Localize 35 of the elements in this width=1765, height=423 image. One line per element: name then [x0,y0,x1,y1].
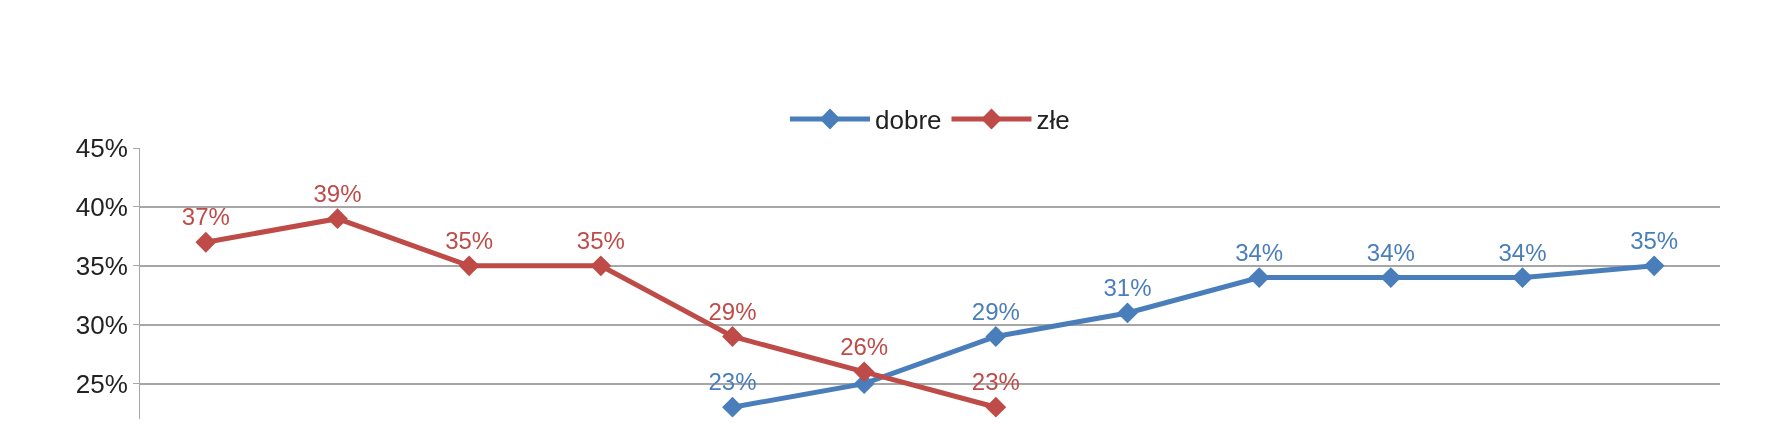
data-label: 26% [840,332,889,360]
data-label: 34% [1498,238,1547,266]
point [1380,267,1402,289]
legend-label: dobre [875,105,942,136]
y-tick-label: 25% [75,368,128,399]
point [1248,267,1270,289]
point [722,396,743,418]
data-label: 34% [1366,238,1415,266]
point [195,231,217,253]
data-label: 23% [708,368,757,396]
data-label: 31% [1103,273,1152,301]
point [722,326,743,347]
point [985,326,1007,347]
data-label: 35% [576,226,625,254]
point [1512,267,1533,289]
data-label: 39% [313,179,362,207]
point [985,396,1007,418]
y-tick-label: 35% [75,250,128,281]
data-label: 29% [971,297,1020,325]
point [458,255,480,277]
data-label: 34% [1235,238,1284,266]
data-label: 23% [971,368,1020,396]
point [327,208,348,230]
point [853,361,875,383]
y-tick-label: 45% [75,133,128,164]
data-label: 29% [708,297,757,325]
y-tick-label: 40% [75,192,128,223]
y-tick-label: 30% [75,309,128,340]
legend-label: złe [1036,105,1070,136]
data-label: 35% [1630,226,1679,254]
point [1117,302,1138,324]
data-label: 35% [445,226,494,254]
point [1643,255,1665,277]
point [590,255,612,277]
data-label: 37% [181,203,230,231]
